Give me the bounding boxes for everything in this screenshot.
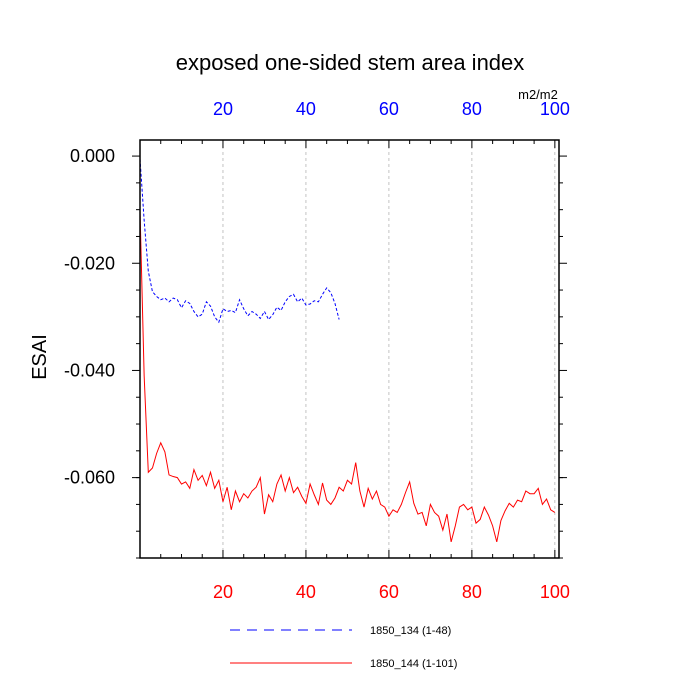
y-axis-label: ESAI: [29, 334, 51, 380]
series-layer: [139, 158, 556, 543]
y-tick-label: -0.060: [64, 468, 115, 488]
x-top-tick-label: 100: [540, 99, 570, 119]
x-top-tick-label: 80: [462, 99, 482, 119]
y-tick-label: -0.020: [64, 253, 115, 273]
legend-label-1: 1850_134 (1-48): [370, 625, 451, 637]
legend: 1850_134 (1-48) 1850_144 (1-101): [230, 625, 457, 670]
grid-lines: [222, 140, 556, 558]
chart-title: exposed one-sided stem area index: [176, 50, 525, 75]
axis-ticks: 20 40 60 80 100 20 40 60 80 100 0.000 -0.020 -0.040 -…: [64, 99, 570, 602]
legend-label-2: 1850_144 (1-101): [370, 658, 457, 670]
plot-frame: [139, 139, 560, 559]
x-bottom-tick-label: 100: [540, 582, 570, 602]
x-bottom-tick-label: 20: [213, 582, 233, 602]
y-tick-label: 0.000: [70, 146, 115, 166]
series-line-1: [139, 158, 340, 324]
x-top-tick-label: 60: [379, 99, 399, 119]
x-top-tick-label: 40: [296, 99, 316, 119]
x-bottom-tick-label: 80: [462, 582, 482, 602]
series-line-2: [139, 209, 556, 543]
x-bottom-tick-label: 40: [296, 582, 316, 602]
x-top-tick-label: 20: [213, 99, 233, 119]
units-label: m2/m2: [518, 87, 558, 102]
y-tick-label: -0.040: [64, 360, 115, 380]
x-bottom-tick-label: 60: [379, 582, 399, 602]
